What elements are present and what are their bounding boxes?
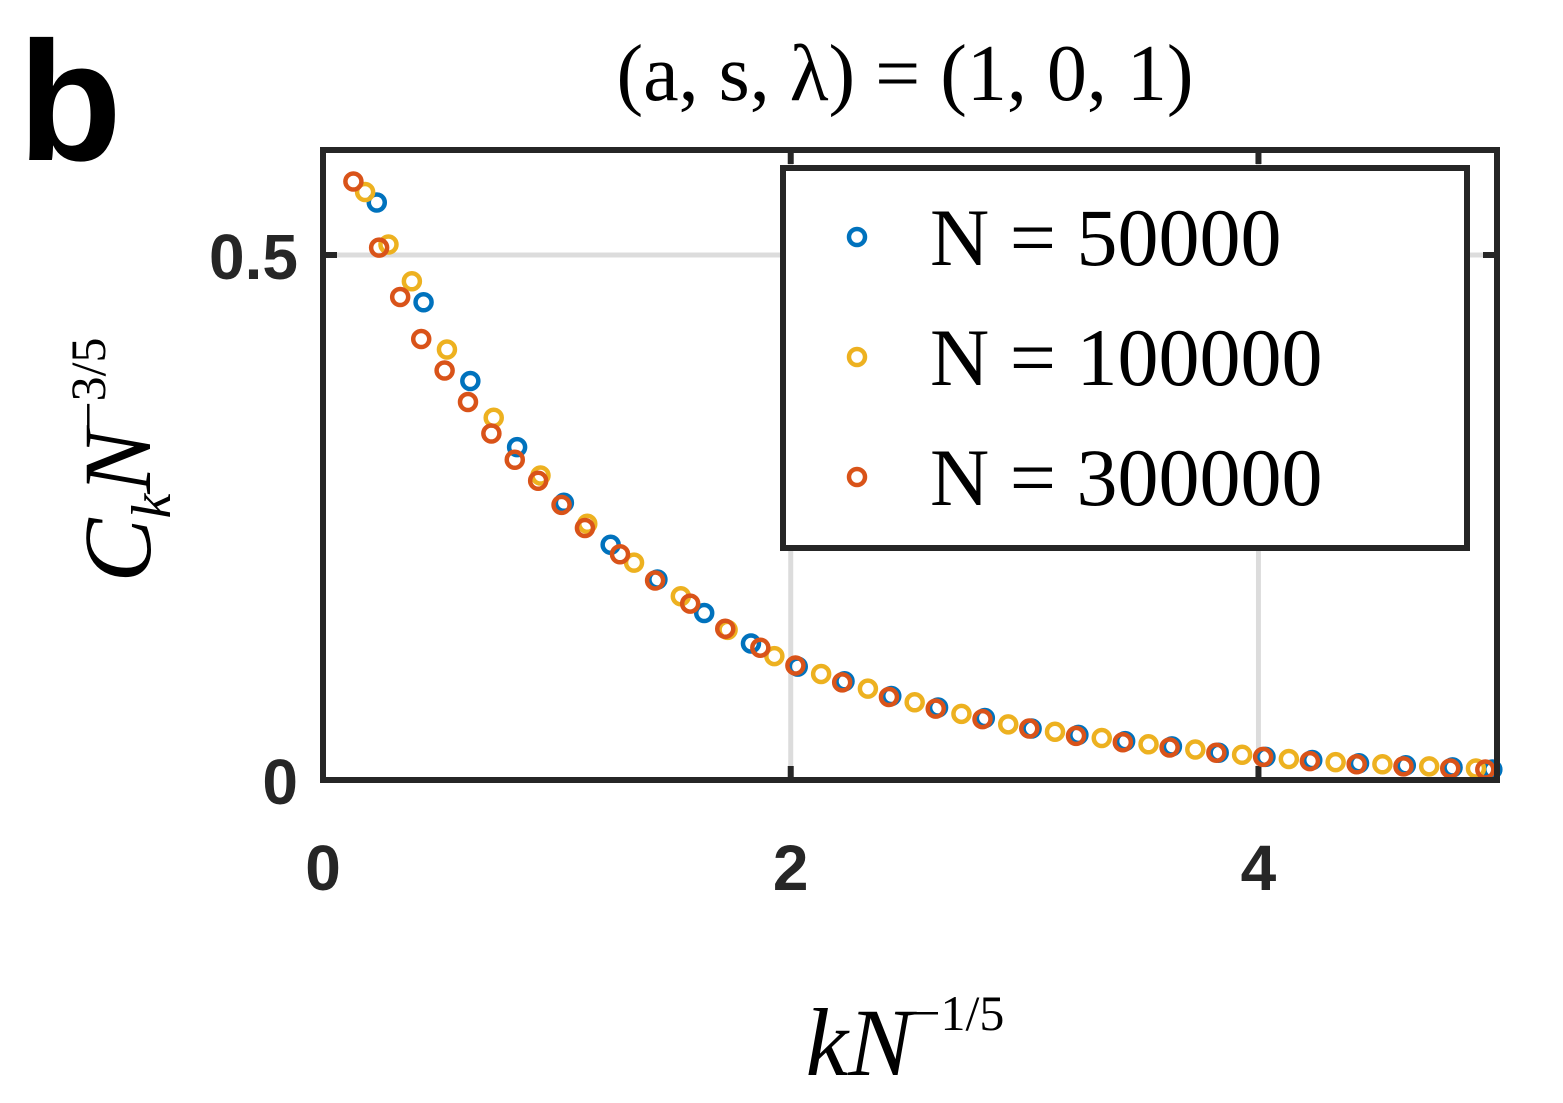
legend-marker [846, 466, 868, 488]
x-axis-label: kN−1/5 [806, 985, 1005, 1096]
data-point [1091, 727, 1113, 749]
data-point [436, 339, 458, 360]
data-point [368, 237, 390, 258]
data-point [831, 672, 853, 693]
data-point [714, 618, 736, 640]
y-label-sub: k [121, 492, 183, 518]
data-point [1044, 721, 1066, 742]
x-tick-label: 2 [773, 832, 809, 904]
x-tick-label: 0 [305, 832, 341, 904]
data-point [1252, 746, 1274, 768]
plot-area: 0 2 4 0 0.5 N = 50000 N = 100000 N = 300000 [209, 147, 1503, 904]
legend-label: N = 50000 [930, 192, 1281, 283]
data-point [951, 703, 972, 725]
data-point [1185, 739, 1206, 760]
data-point [997, 714, 1019, 735]
x-tick-label: 4 [1241, 832, 1277, 904]
data-point [389, 286, 411, 308]
y-label-main2: N [64, 425, 171, 495]
data-point [1159, 737, 1180, 758]
legend: N = 50000 N = 100000 N = 300000 [780, 165, 1470, 551]
legend-label: N = 100000 [930, 312, 1322, 403]
data-point [972, 708, 993, 730]
data-point [434, 360, 455, 381]
data-point [1393, 756, 1414, 777]
data-point [527, 470, 549, 491]
data-point [413, 292, 434, 313]
legend-marker [846, 346, 868, 368]
data-point [1278, 748, 1300, 770]
data-point [810, 663, 832, 685]
data-point [401, 271, 423, 292]
data-point [504, 449, 526, 470]
data-point [1019, 718, 1040, 739]
data-point [354, 181, 376, 203]
data-point [1138, 734, 1159, 755]
data-point [460, 370, 481, 392]
data-point [785, 655, 806, 676]
data-point [457, 391, 479, 413]
data-point [1065, 725, 1087, 747]
data-point [1206, 742, 1227, 763]
y-label-sup: −3/5 [60, 337, 116, 429]
data-point [750, 637, 771, 658]
data-point [878, 686, 900, 708]
data-point [904, 692, 925, 713]
data-point [679, 593, 701, 614]
data-point [1325, 751, 1346, 773]
data-point [693, 602, 715, 624]
data-point [574, 517, 596, 539]
legend-label: N = 300000 [930, 432, 1322, 523]
data-point [366, 192, 388, 213]
data-point [925, 698, 946, 719]
data-point [644, 570, 666, 591]
data-point [1439, 758, 1461, 779]
data-point [506, 436, 528, 458]
x-label-sup: −1/5 [912, 985, 1004, 1041]
y-tick-label: 0.5 [209, 221, 298, 293]
panel-label: b [18, 7, 122, 197]
plot-frame [320, 147, 1500, 783]
x-label-main: kN [806, 989, 918, 1096]
data-point [1231, 744, 1253, 766]
data-point [483, 407, 504, 428]
data-point [378, 234, 399, 255]
data-point [1418, 756, 1440, 777]
y-tick-label: 0 [262, 746, 298, 818]
data-point [343, 171, 364, 192]
data-point [764, 645, 785, 667]
legend-box [780, 165, 1470, 551]
data-point [410, 328, 432, 350]
data-point [623, 552, 645, 573]
data-point [857, 678, 879, 699]
y-label-main: C [64, 518, 171, 583]
data-point [1465, 758, 1487, 779]
data-point [1372, 754, 1393, 775]
data-point [1112, 731, 1134, 753]
chart-title: (a, s, λ) = (1, 0, 1) [616, 30, 1193, 118]
data-point [1346, 754, 1367, 775]
data-point [609, 544, 631, 565]
legend-marker [846, 226, 868, 248]
data-point [481, 423, 502, 444]
data-point [1299, 750, 1321, 772]
data-point [551, 494, 572, 516]
y-axis-label: CkN−3/5 [60, 337, 183, 582]
